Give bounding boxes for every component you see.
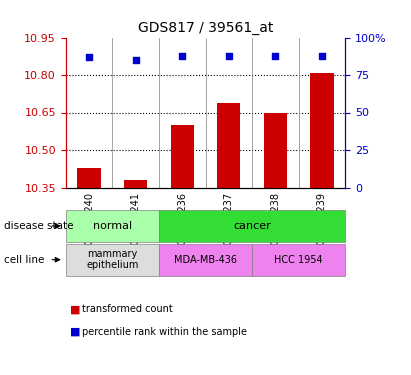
- Bar: [310, 72, 334, 188]
- Bar: [217, 102, 240, 188]
- Bar: [77, 168, 101, 188]
- Point: [319, 53, 325, 58]
- Point: [272, 53, 279, 58]
- Point: [132, 57, 139, 63]
- Text: MDA-MB-436: MDA-MB-436: [174, 255, 237, 265]
- Bar: [264, 112, 287, 188]
- Text: cell line: cell line: [4, 255, 44, 265]
- Text: ■: ■: [70, 327, 81, 337]
- Bar: [124, 180, 147, 188]
- Text: normal: normal: [93, 221, 132, 231]
- Text: transformed count: transformed count: [82, 304, 173, 314]
- Bar: [171, 125, 194, 188]
- Point: [86, 54, 92, 60]
- Text: mammary
epithelium: mammary epithelium: [86, 249, 139, 270]
- Text: ■: ■: [70, 304, 81, 314]
- Text: percentile rank within the sample: percentile rank within the sample: [82, 327, 247, 337]
- Point: [226, 53, 232, 58]
- Title: GDS817 / 39561_at: GDS817 / 39561_at: [138, 21, 273, 35]
- Text: cancer: cancer: [233, 221, 271, 231]
- Point: [179, 53, 185, 58]
- Text: HCC 1954: HCC 1954: [275, 255, 323, 265]
- Text: disease state: disease state: [4, 221, 74, 231]
